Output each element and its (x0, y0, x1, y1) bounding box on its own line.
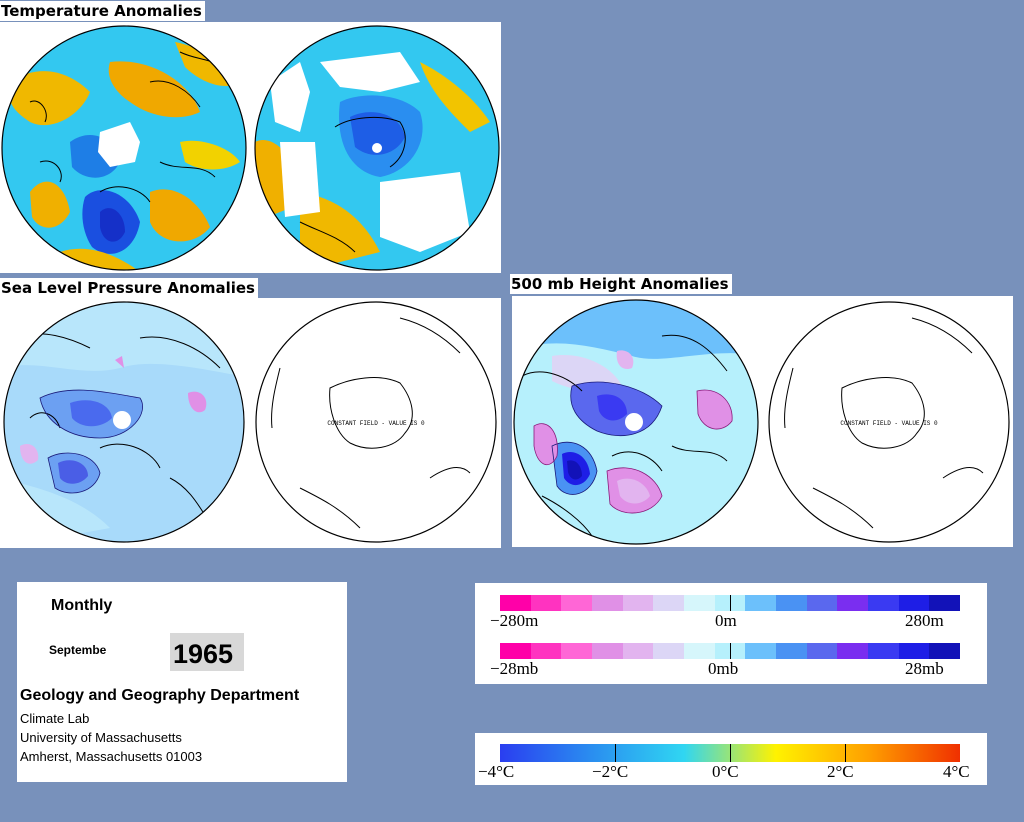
h500-panel: CONSTANT FIELD - VALUE IS 0 (512, 296, 1013, 547)
height-color-swatch (898, 595, 930, 611)
temperature-title: Temperature Anomalies (0, 1, 205, 21)
temp-label-p4: 4°C (943, 762, 970, 781)
colorbar-center-tick (730, 643, 731, 659)
temp-label-p2: 2°C (827, 762, 854, 781)
pressure-color-swatch (745, 643, 777, 659)
pressure-colorbar (500, 643, 961, 659)
height-color-swatch (806, 595, 838, 611)
height-color-swatch (500, 595, 531, 611)
h500-north-map (514, 300, 758, 544)
slp-title: Sea Level Pressure Anomalies (0, 278, 258, 298)
h500-title: 500 mb Height Anomalies (510, 274, 732, 294)
height-color-swatch (776, 595, 807, 611)
info-box: Monthly Septembe 1965 Geology and Geogra… (17, 582, 347, 782)
h500-constant-note: CONSTANT FIELD - VALUE IS 0 (840, 420, 938, 427)
lab-label: Climate Lab (20, 711, 90, 726)
pressure-label-min: −28mb (490, 659, 539, 678)
month-label: Septembe (49, 643, 107, 657)
height-color-swatch (929, 595, 961, 611)
year-box: 1965 (170, 633, 244, 671)
height-pressure-legend: −280m 0m 280m −28mb 0mb 28mb (475, 583, 987, 684)
temperature-legend: −4°C −2°C 0°C 2°C 4°C (475, 733, 987, 785)
pressure-color-swatch (622, 643, 654, 659)
height-color-swatch (561, 595, 593, 611)
pressure-color-swatch (530, 643, 562, 659)
height-color-swatch (868, 595, 899, 611)
temp-label-m4: −4°C (478, 762, 515, 781)
temp-label-m2: −2°C (592, 762, 629, 781)
department-label: Geology and Geography Department (20, 687, 300, 704)
colorbar-center-tick (730, 595, 731, 611)
pressure-color-swatch (898, 643, 930, 659)
slp-constant-note: CONSTANT FIELD - VALUE IS 0 (327, 420, 425, 427)
height-color-swatch (592, 595, 623, 611)
pressure-color-swatch (929, 643, 961, 659)
period-label: Monthly (51, 597, 113, 614)
height-color-swatch (530, 595, 562, 611)
university-label: University of Massachusetts (20, 730, 182, 745)
height-label-mid: 0m (715, 611, 737, 630)
slp-north-map (4, 302, 244, 542)
pressure-color-swatch (653, 643, 685, 659)
pressure-color-swatch (837, 643, 869, 659)
pressure-color-swatch (684, 643, 715, 659)
pressure-color-swatch (592, 643, 623, 659)
year-label: 1965 (173, 639, 234, 669)
h500-south-map: CONSTANT FIELD - VALUE IS 0 (768, 301, 1010, 543)
pressure-label-mid: 0mb (708, 659, 739, 678)
pressure-color-swatch (868, 643, 899, 659)
height-label-max: 280m (905, 611, 944, 630)
pressure-color-swatch (561, 643, 593, 659)
pressure-label-max: 28mb (905, 659, 944, 678)
height-color-swatch (745, 595, 777, 611)
temperature-north-map (2, 26, 246, 270)
temp-tick (615, 744, 616, 762)
pressure-color-swatch (776, 643, 807, 659)
height-color-swatch (837, 595, 869, 611)
temp-tick (845, 744, 846, 762)
height-label-min: −280m (490, 611, 539, 630)
height-color-swatch (622, 595, 654, 611)
temp-tick (730, 744, 731, 762)
pressure-color-swatch (500, 643, 531, 659)
pressure-color-swatch (806, 643, 838, 659)
temp-label-0: 0°C (712, 762, 739, 781)
height-colorbar (500, 595, 961, 611)
address-label: Amherst, Massachusetts 01003 (20, 749, 203, 764)
temperature-panel (0, 22, 501, 273)
slp-panel: CONSTANT FIELD - VALUE IS 0 (0, 298, 501, 548)
slp-south-map: CONSTANT FIELD - VALUE IS 0 (255, 301, 497, 543)
height-color-swatch (653, 595, 685, 611)
temperature-south-map (255, 26, 499, 270)
height-color-swatch (684, 595, 715, 611)
